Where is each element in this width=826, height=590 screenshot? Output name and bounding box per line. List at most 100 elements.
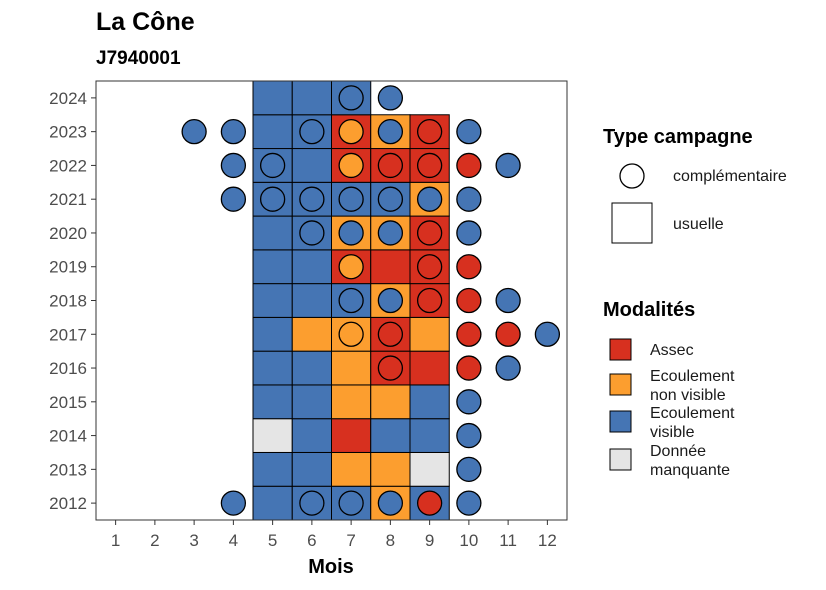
x-tick-label: 8 <box>386 531 395 550</box>
point-2019-7 <box>338 254 364 280</box>
point-2024-8 <box>377 85 404 111</box>
legend-modalites-title: Modalités <box>603 299 695 321</box>
tile-2014-7 <box>331 418 372 453</box>
legend-fill-label: Ecoulement <box>650 368 735 385</box>
point-2015-10 <box>456 389 482 415</box>
legend-key-ecoulement_non_visible <box>609 373 632 396</box>
tile-2014-8 <box>370 418 411 453</box>
legend-fill-label: Ecoulement <box>650 405 735 422</box>
legend-key-assec <box>609 338 632 361</box>
x-tick-label: 5 <box>268 531 277 550</box>
tile-2019-8 <box>370 249 411 285</box>
complementaire-points <box>181 85 561 516</box>
point-2012-4 <box>220 490 247 516</box>
tile-2018-6 <box>291 283 332 318</box>
y-tick-label: 2018 <box>49 292 87 311</box>
legend-fill-label: manquante <box>650 462 730 479</box>
chart-subtitle: J7940001 <box>96 48 181 69</box>
point-2016-11 <box>495 355 521 381</box>
point-2022-10 <box>456 152 482 179</box>
x-tick-label: 10 <box>459 531 478 550</box>
chart-title: La Cône <box>96 8 195 36</box>
point-2013-10 <box>456 456 482 482</box>
tile-2017-6 <box>291 316 332 352</box>
point-2012-7 <box>338 490 364 516</box>
y-tick-label: 2012 <box>49 494 87 513</box>
point-2021-9 <box>416 186 443 212</box>
legend-fill-label: Donnée <box>650 443 706 460</box>
y-tick-label: 2020 <box>49 224 87 243</box>
tile-2013-6 <box>291 451 332 487</box>
tile-2014-6 <box>291 418 332 453</box>
point-2023-9 <box>416 119 443 145</box>
tile-2024-5 <box>252 80 293 116</box>
y-tick-label: 2019 <box>49 258 87 277</box>
tile-2016-9 <box>409 350 450 386</box>
x-axis-title: Mois <box>308 556 354 578</box>
tile-2016-5 <box>252 350 293 386</box>
point-2019-10 <box>456 254 482 280</box>
point-2023-10 <box>456 119 482 145</box>
point-2017-11 <box>495 321 521 347</box>
legend-shape-label: usuelle <box>673 216 724 233</box>
legend-key-ecoulement_visible <box>609 410 632 433</box>
point-2018-10 <box>456 287 482 314</box>
tile-2017-5 <box>252 316 293 352</box>
point-2016-10 <box>456 355 482 381</box>
tile-2015-7 <box>331 384 372 420</box>
point-2020-6 <box>299 220 325 246</box>
point-2016-8 <box>377 355 404 381</box>
y-axis: 2012 2013 2014 2015 2016 2017 2018 2019 2020 2021… <box>49 89 96 513</box>
point-2014-10 <box>456 422 482 449</box>
x-tick-label: 6 <box>307 531 316 550</box>
tile-2015-5 <box>252 384 293 420</box>
tile-2015-8 <box>370 384 411 420</box>
point-2023-4 <box>220 119 247 145</box>
tile-2023-5 <box>252 114 293 150</box>
tile-2016-7 <box>331 350 372 386</box>
point-2017-10 <box>456 321 482 347</box>
point-2021-4 <box>220 186 247 212</box>
point-2012-6 <box>299 490 325 516</box>
x-tick-label: 1 <box>111 531 120 550</box>
tile-2019-5 <box>252 249 293 285</box>
tile-2024-6 <box>291 80 332 116</box>
x-tick-label: 3 <box>189 531 198 550</box>
tile-2017-9 <box>409 316 450 352</box>
point-2021-5 <box>259 186 286 212</box>
tile-2013-5 <box>252 451 293 487</box>
y-tick-label: 2017 <box>49 325 87 344</box>
point-2017-7 <box>338 321 364 347</box>
x-tick-label: 7 <box>346 531 355 550</box>
point-2023-6 <box>299 119 325 145</box>
point-2020-9 <box>416 220 443 246</box>
tile-2018-5 <box>252 283 293 318</box>
y-tick-label: 2014 <box>49 427 87 446</box>
point-2017-8 <box>377 321 404 347</box>
point-2012-8 <box>377 490 404 516</box>
y-tick-label: 2022 <box>49 156 87 175</box>
x-axis: 1 2 3 4 5 6 7 8 9 10 11 12 <box>111 520 557 550</box>
point-2021-6 <box>299 186 325 212</box>
tile-2012-5 <box>252 485 293 521</box>
point-2021-8 <box>377 186 404 212</box>
y-tick-label: 2021 <box>49 190 87 209</box>
x-tick-label: 9 <box>425 531 434 550</box>
y-tick-label: 2024 <box>49 89 87 108</box>
point-2018-9 <box>416 287 443 314</box>
legend-shape-label: complémentaire <box>673 168 787 185</box>
point-2023-7 <box>338 119 364 145</box>
tile-2020-5 <box>252 215 293 251</box>
point-2012-9 <box>416 490 443 516</box>
point-2022-4 <box>220 152 247 179</box>
point-2021-7 <box>338 186 364 212</box>
point-2022-11 <box>495 152 521 179</box>
legend-square-key <box>611 202 653 244</box>
legend-fill-label: visible <box>650 424 695 441</box>
x-tick-label: 4 <box>229 531 238 550</box>
point-2022-7 <box>338 152 364 179</box>
tile-2013-7 <box>331 451 372 487</box>
y-tick-label: 2023 <box>49 123 87 142</box>
y-tick-label: 2013 <box>49 460 87 479</box>
